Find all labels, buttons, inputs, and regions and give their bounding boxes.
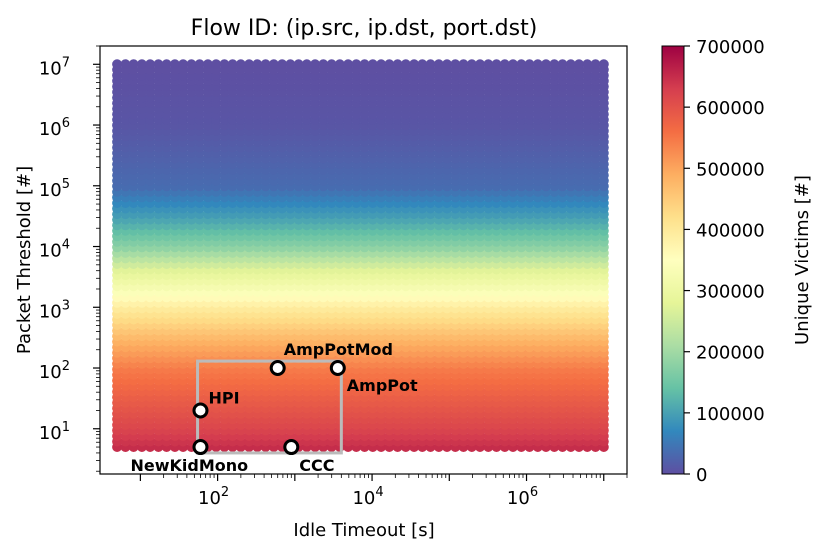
tick-label: 104: [39, 238, 70, 262]
tick-label: 102: [198, 485, 229, 509]
data-point: [598, 59, 609, 70]
tick-label: 106: [39, 116, 70, 140]
colorbar: [661, 45, 685, 475]
colorbar-tick-label: 400000: [696, 220, 765, 241]
tick-label: 102: [39, 359, 70, 383]
colorbar-ticks: 0 100000 200000 300000 400000 500000 600000 700…: [684, 37, 765, 486]
colorbar-label: Unique Victims [#]: [792, 175, 813, 345]
annotation-label: HPI: [208, 388, 239, 407]
annotation-label: NewKidMono: [130, 456, 248, 475]
tick-label: 106: [507, 485, 538, 509]
annotation-marker: [192, 402, 209, 419]
annotation-label: CCC: [299, 456, 334, 475]
tick-label: 107: [39, 55, 70, 79]
colorbar-tick-label: 300000: [696, 282, 765, 303]
annotation-label: AmpPot: [347, 376, 418, 395]
x-axis-label: Idle Timeout [s]: [293, 520, 434, 541]
colorbar-tick-label: 600000: [696, 98, 765, 119]
tick-label: 101: [39, 420, 70, 444]
annotation-marker: [329, 360, 346, 377]
annotation-marker: [269, 360, 286, 377]
colorbar-tick-label: 100000: [696, 404, 765, 425]
tick-label: 104: [352, 485, 383, 509]
colorbar-tick-label: 200000: [696, 343, 765, 364]
chart-title: Flow ID: (ip.src, ip.dst, port.dst): [191, 16, 538, 41]
annotation-marker: [283, 439, 300, 456]
y-axis-label: Packet Threshold [#]: [14, 166, 35, 354]
annotation-marker: [192, 439, 209, 456]
x-axis-ticks: 102 104 106: [139, 474, 628, 509]
tick-label: 103: [39, 298, 70, 322]
tick-label: 105: [39, 177, 70, 201]
colorbar-tick-label: 700000: [696, 37, 765, 58]
y-axis-ticks: 101 102 103 104 105 106 107: [39, 45, 100, 472]
annotation-label: AmpPotMod: [284, 340, 393, 359]
colorbar-tick-label: 0: [696, 465, 707, 486]
colorbar-tick-label: 500000: [696, 159, 765, 180]
